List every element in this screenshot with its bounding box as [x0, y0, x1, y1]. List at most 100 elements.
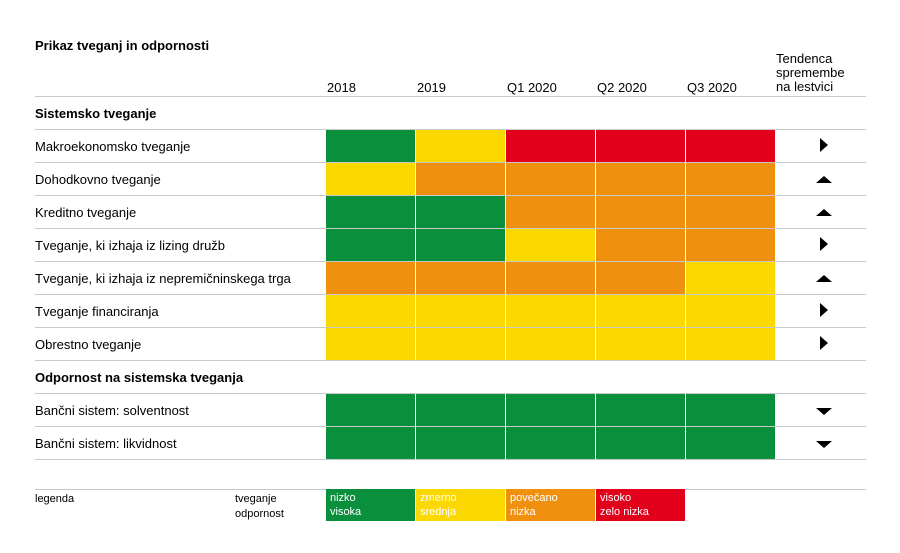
- row-label: Dohodkovno tveganje: [35, 172, 161, 187]
- heatmap-cell: [596, 394, 685, 426]
- trend-down-icon: [816, 441, 832, 448]
- row-label: Makroekonomsko tveganje: [35, 139, 191, 154]
- trend-right-icon: [820, 138, 828, 152]
- heatmap-cell: [596, 328, 685, 360]
- heatmap-cell: [326, 295, 415, 327]
- heatmap-cell: [416, 262, 505, 294]
- heatmap-cell: [326, 427, 415, 459]
- row-label: Tveganje financiranja: [35, 304, 159, 319]
- row-divider: [35, 426, 866, 427]
- column-header-q1-2020: Q1 2020: [507, 80, 557, 95]
- row-divider: [35, 459, 866, 460]
- trend-up-icon: [816, 209, 832, 216]
- legend-resilience-label: nizka: [510, 506, 536, 518]
- row-divider: [35, 162, 866, 163]
- column-header-2019: 2019: [417, 80, 446, 95]
- legend-risk-label: zmerno: [420, 492, 457, 504]
- heatmap-cell: [506, 328, 595, 360]
- heatmap-cell: [686, 196, 775, 228]
- heatmap-cell: [416, 130, 505, 162]
- legend-label: legenda: [35, 493, 75, 505]
- row-label: Tveganje, ki izhaja iz lizing družb: [35, 238, 226, 253]
- trend-header-line-3: na lestvici: [776, 79, 834, 94]
- heatmap-cell: [416, 196, 505, 228]
- legend-row-label-risk: tveganje: [235, 493, 277, 505]
- row-divider: [35, 129, 866, 130]
- legend-row-label-resilience: odpornost: [235, 508, 284, 520]
- heatmap-cell: [506, 196, 595, 228]
- trend-up-icon: [816, 275, 832, 282]
- row-divider: [35, 393, 866, 394]
- heatmap-cell: [506, 295, 595, 327]
- heatmap-cell: [596, 163, 685, 195]
- heatmap-cell: [326, 229, 415, 261]
- heatmap-cell: [686, 262, 775, 294]
- column-header-2018: 2018: [327, 80, 356, 95]
- heatmap-cell: [326, 130, 415, 162]
- column-header-q3-2020: Q3 2020: [687, 80, 737, 95]
- trend-header: Tendenca spremembe na lestvici: [776, 52, 866, 94]
- heatmap-cell: [596, 262, 685, 294]
- heatmap-cell: [506, 394, 595, 426]
- legend-risk-label: visoko: [600, 492, 632, 504]
- row-label: Obrestno tveganje: [35, 337, 142, 352]
- row-divider: [35, 228, 866, 229]
- heatmap-cell: [506, 163, 595, 195]
- legend-risk-label: nizko: [330, 492, 356, 504]
- trend-right-icon: [820, 336, 828, 350]
- trend-up-icon: [816, 176, 832, 183]
- section-title: Sistemsko tveganje: [35, 106, 157, 121]
- heatmap-cell: [686, 130, 775, 162]
- heatmap-cell: [416, 328, 505, 360]
- heatmap-cell: [326, 394, 415, 426]
- legend-box: povečano nizka: [506, 489, 595, 521]
- heatmap-cell: [686, 163, 775, 195]
- heatmap-cell: [506, 229, 595, 261]
- heatmap-cell: [686, 328, 775, 360]
- heatmap-cell: [686, 394, 775, 426]
- heatmap-cell: [506, 427, 595, 459]
- heatmap-cell: [596, 130, 685, 162]
- trend-header-line-2: spremembe: [776, 65, 845, 80]
- legend-box: nizko visoka: [326, 489, 415, 521]
- legend-resilience-label: visoka: [330, 506, 362, 518]
- heatmap-cell: [686, 229, 775, 261]
- heatmap-cell: [326, 328, 415, 360]
- heatmap-cell: [416, 163, 505, 195]
- legend-risk-label: povečano: [510, 492, 558, 504]
- row-divider: [35, 360, 866, 361]
- heatmap-cell: [326, 163, 415, 195]
- heatmap-cell: [416, 229, 505, 261]
- row-label: Bančni sistem: likvidnost: [35, 436, 177, 451]
- header-divider: [35, 96, 866, 97]
- heatmap-cell: [326, 262, 415, 294]
- heatmap-cell: [596, 295, 685, 327]
- row-label: Tveganje, ki izhaja iz nepremičninskega …: [35, 271, 291, 286]
- legend-resilience-label: srednja: [420, 506, 457, 518]
- heatmap-cell: [686, 427, 775, 459]
- heatmap-cell: [686, 295, 775, 327]
- row-divider: [35, 195, 866, 196]
- heatmap-cell: [416, 427, 505, 459]
- trend-header-line-1: Tendenca: [776, 51, 833, 66]
- row-divider: [35, 327, 866, 328]
- trend-down-icon: [816, 408, 832, 415]
- legend-box: visoko zelo nizka: [596, 489, 685, 521]
- heatmap-cell: [506, 130, 595, 162]
- row-label: Kreditno tveganje: [35, 205, 137, 220]
- legend-resilience-label: zelo nizka: [600, 506, 649, 518]
- heatmap-cell: [596, 196, 685, 228]
- row-divider: [35, 294, 866, 295]
- heatmap-cell: [596, 229, 685, 261]
- heatmap-cell: [326, 196, 415, 228]
- trend-right-icon: [820, 237, 828, 251]
- legend-box: zmerno srednja: [416, 489, 505, 521]
- row-label: Bančni sistem: solventnost: [35, 403, 189, 418]
- heatmap-cell: [416, 394, 505, 426]
- column-header-q2-2020: Q2 2020: [597, 80, 647, 95]
- heatmap-cell: [596, 427, 685, 459]
- trend-right-icon: [820, 303, 828, 317]
- chart-title: Prikaz tveganj in odpornosti: [35, 38, 210, 53]
- heatmap-cell: [416, 295, 505, 327]
- heatmap-cell: [506, 262, 595, 294]
